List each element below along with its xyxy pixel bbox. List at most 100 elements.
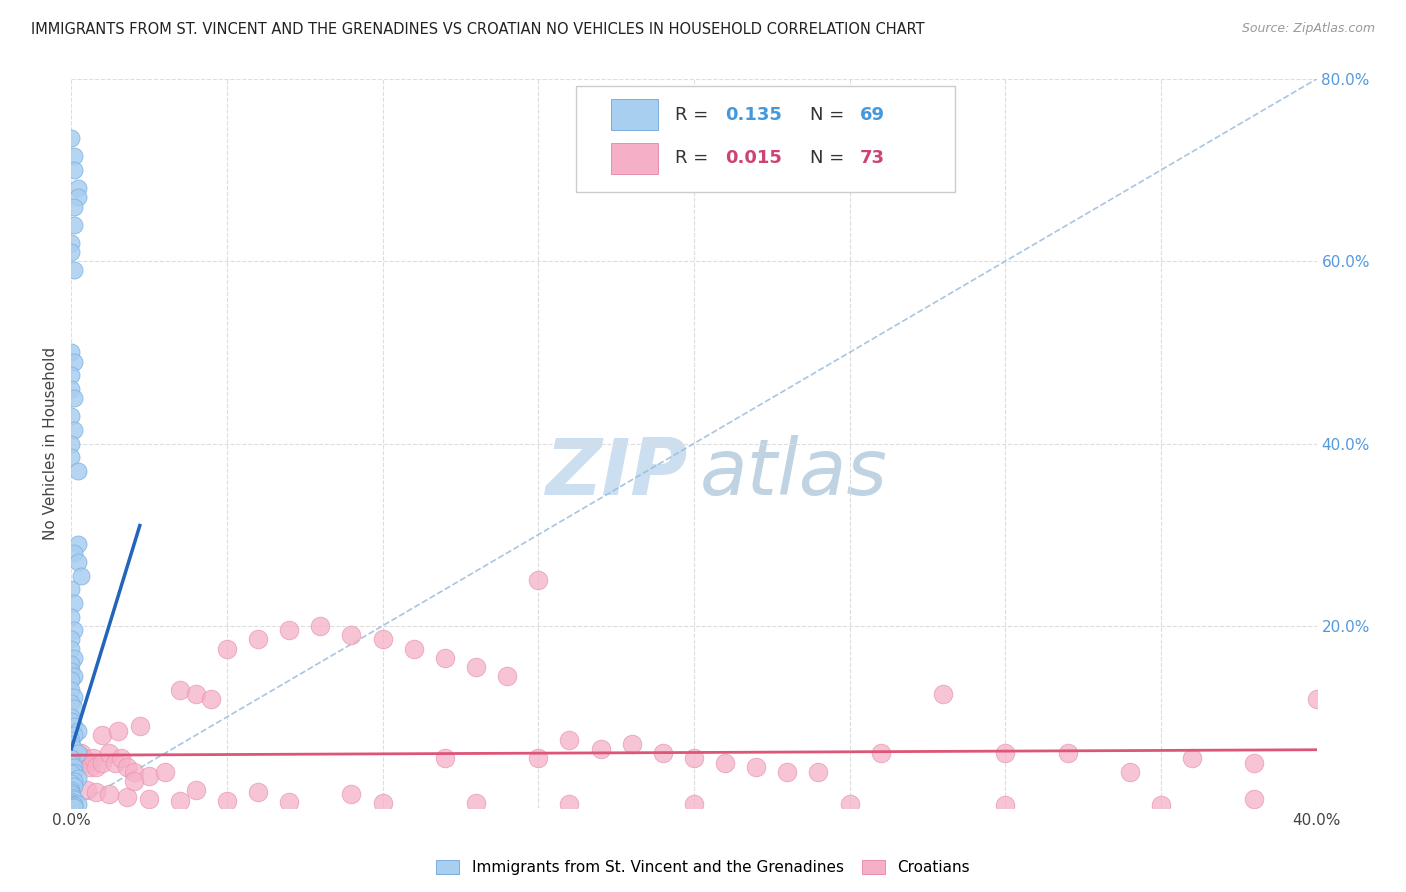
Point: [63, 779, 86, 793]
Point: [63, 354, 86, 368]
Point: [558, 732, 581, 747]
Point: [60, 382, 83, 396]
Point: [1243, 792, 1265, 806]
Point: [60, 788, 83, 802]
Point: [63, 719, 86, 733]
Text: ZIP: ZIP: [546, 434, 688, 511]
Point: [60, 782, 83, 797]
Point: [63, 798, 86, 813]
Point: [278, 624, 301, 638]
Text: N =: N =: [810, 150, 849, 168]
Point: [184, 782, 207, 797]
Point: [278, 795, 301, 809]
Point: [60, 775, 83, 789]
Point: [60, 609, 83, 624]
Point: [60, 632, 83, 647]
Point: [63, 701, 86, 715]
Point: [869, 747, 891, 761]
Point: [589, 742, 612, 756]
Point: [63, 596, 86, 610]
Point: [60, 450, 83, 465]
Point: [1181, 751, 1204, 765]
Point: [63, 200, 86, 214]
Point: [247, 632, 270, 647]
Point: [60, 714, 83, 729]
Point: [76, 756, 98, 770]
Point: [153, 764, 176, 779]
Point: [66, 181, 89, 195]
Point: [1150, 798, 1173, 813]
Point: [63, 624, 86, 638]
Point: [340, 628, 363, 642]
Point: [60, 665, 83, 679]
Point: [63, 792, 86, 806]
Point: [465, 796, 488, 810]
Point: [60, 345, 83, 359]
Point: [82, 751, 104, 765]
Point: [745, 760, 768, 774]
Text: IMMIGRANTS FROM ST. VINCENT AND THE GRENADINES VS CROATIAN NO VEHICLES IN HOUSEH: IMMIGRANTS FROM ST. VINCENT AND THE GREN…: [31, 22, 925, 37]
Point: [60, 710, 83, 724]
Point: [66, 771, 89, 785]
Point: [932, 687, 955, 701]
Point: [84, 785, 107, 799]
Text: 73: 73: [859, 150, 884, 168]
Point: [527, 751, 550, 765]
Point: [683, 751, 706, 765]
Point: [60, 368, 83, 383]
Point: [60, 409, 83, 424]
Point: [63, 764, 86, 779]
Point: [66, 797, 89, 812]
Point: [683, 797, 706, 811]
Point: [776, 764, 799, 779]
Point: [60, 641, 83, 656]
Point: [117, 790, 139, 805]
Point: [433, 650, 456, 665]
Point: [558, 797, 581, 811]
Point: [247, 785, 270, 799]
Point: [60, 799, 83, 814]
Point: [66, 756, 89, 770]
Point: [60, 436, 83, 450]
Point: [838, 797, 860, 812]
Point: [66, 723, 89, 738]
Point: [66, 464, 89, 478]
Point: [60, 794, 83, 808]
Point: [138, 769, 160, 783]
Point: [69, 747, 91, 761]
Text: 69: 69: [859, 106, 884, 124]
Point: [1305, 691, 1327, 706]
Point: [63, 760, 86, 774]
Point: [60, 747, 83, 761]
Point: [60, 245, 83, 260]
Y-axis label: No Vehicles in Household: No Vehicles in Household: [44, 347, 58, 540]
FancyBboxPatch shape: [610, 99, 658, 130]
Text: N =: N =: [810, 106, 849, 124]
Point: [371, 796, 394, 810]
Point: [66, 190, 89, 204]
Point: [215, 641, 238, 656]
Point: [651, 747, 673, 761]
Point: [169, 794, 191, 808]
Point: [60, 696, 83, 710]
Point: [620, 737, 643, 751]
Point: [340, 788, 363, 802]
Point: [433, 751, 456, 765]
Point: [60, 732, 83, 747]
Point: [63, 163, 86, 178]
Point: [63, 669, 86, 683]
Point: [63, 751, 86, 765]
Point: [60, 756, 83, 770]
Point: [76, 782, 98, 797]
Point: [63, 149, 86, 163]
Point: [184, 687, 207, 701]
Point: [63, 218, 86, 232]
Point: [63, 797, 86, 811]
Point: [1243, 756, 1265, 770]
Point: [527, 573, 550, 587]
Point: [371, 632, 394, 647]
Point: [994, 747, 1017, 761]
Point: [122, 764, 145, 779]
Point: [66, 747, 89, 761]
Point: [60, 751, 83, 765]
